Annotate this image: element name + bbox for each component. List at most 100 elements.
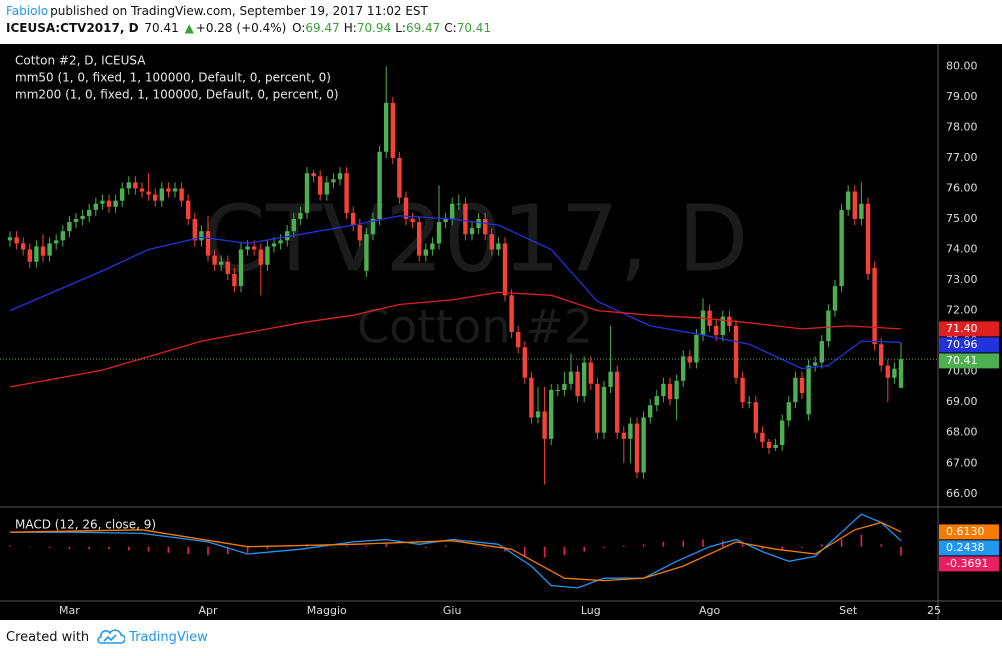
candle-body (14, 237, 19, 244)
histogram-bar (444, 545, 447, 547)
candle-body (417, 222, 422, 256)
price-tag (939, 321, 999, 337)
legend-entry: mm200 (1, 0, fixed, 1, 100000, Default, … (15, 88, 339, 102)
candle-body (436, 222, 442, 244)
candle-body (232, 273, 237, 287)
histogram-bar (524, 546, 526, 557)
candle-body (793, 377, 798, 403)
histogram-bar (583, 546, 585, 552)
candle-body (159, 188, 164, 201)
line-series (9, 215, 902, 370)
x-tick-label: Giu (443, 604, 462, 617)
candle-body (608, 371, 613, 387)
header-line: Fabiolo published on TradingView.com, Sep… (6, 4, 430, 18)
candle-body (700, 310, 706, 336)
labels: Cotton #2, D, ICEUSA mm50 (1, 0, fixed, … (15, 54, 999, 617)
candle-body (225, 261, 230, 274)
candle-body (146, 191, 151, 195)
price-tag-label: -0.3691 (946, 557, 988, 570)
candle-body (271, 243, 277, 247)
candle-body (67, 222, 72, 232)
price-tag (939, 337, 999, 353)
histogram-bar (543, 546, 546, 558)
candle-body (113, 200, 118, 207)
candle-body (60, 231, 65, 241)
candle-body (351, 212, 356, 226)
x-tick-label: Ago (699, 604, 721, 617)
candle-body (377, 151, 382, 219)
candle-body (476, 218, 481, 229)
candle-body (357, 225, 362, 241)
candle-body (865, 203, 871, 274)
y-tick-label: 66.00 (946, 487, 978, 500)
candle-body (872, 267, 877, 345)
candle-body (166, 188, 171, 192)
x-tick-label: 25 (927, 604, 941, 617)
histogram-bar (345, 545, 348, 547)
candle-body (423, 249, 428, 256)
candle-body (813, 362, 818, 366)
candle-body (786, 402, 791, 421)
candle-body (747, 402, 752, 404)
candle-body (529, 377, 534, 418)
x-tick-label: Maggio (307, 604, 347, 617)
candle-body (806, 365, 811, 415)
candle-body (318, 176, 323, 195)
candle-body (496, 243, 501, 250)
candle-body (555, 389, 560, 391)
histogram-bar (88, 546, 90, 550)
candle-body (516, 331, 521, 348)
candle-body (403, 197, 409, 219)
candle-body (522, 347, 527, 378)
candle-body (172, 188, 178, 192)
histogram-bar (405, 546, 407, 548)
candle-body (879, 344, 884, 366)
candle-body (826, 310, 831, 342)
candle-body (654, 396, 659, 406)
candle-body (100, 200, 105, 204)
candle-body (714, 325, 719, 336)
histogram-bar (147, 546, 150, 552)
last-price: 70.41 (144, 21, 179, 35)
y-tick-label: 78.00 (946, 120, 978, 133)
y-tick-label: 79.00 (946, 90, 978, 103)
y-tick-label: 68.00 (946, 426, 978, 439)
line-series (9, 291, 902, 388)
candle-body (80, 215, 85, 219)
change: +0.28 (+0.4%) (195, 21, 287, 35)
chart-background (0, 44, 1002, 620)
histogram-bar (128, 546, 130, 551)
candle-body (291, 218, 296, 232)
author[interactable]: Fabiolo (6, 4, 49, 18)
x-tick-label: Apr (198, 604, 218, 617)
candle-body (126, 182, 131, 189)
histogram-bar (365, 545, 368, 547)
histogram-bar (563, 546, 566, 556)
candle-body (285, 231, 290, 241)
x-tick-label: Set (839, 604, 858, 617)
price-tag (939, 353, 999, 369)
candle-body (681, 356, 686, 381)
price-tag (939, 524, 999, 540)
candle-body (885, 365, 890, 378)
candle-body (298, 212, 303, 219)
candle-body (21, 243, 26, 250)
candle-body (331, 179, 336, 183)
candle-body (252, 246, 257, 250)
candle-body (238, 249, 244, 287)
candle-body (549, 389, 554, 439)
y-tick-label: 69.00 (946, 395, 978, 408)
histogram-bar (9, 545, 11, 547)
brand[interactable]: TradingView (129, 629, 208, 645)
candle-body (720, 316, 725, 336)
candle-body (133, 182, 138, 189)
candle-body (819, 341, 824, 363)
candle-body (588, 362, 593, 384)
candle-body (542, 411, 547, 439)
candle-body (258, 249, 263, 265)
candle-body (832, 286, 838, 311)
candle-body (852, 191, 857, 219)
candle-body (766, 441, 772, 448)
candle-body (634, 423, 640, 473)
